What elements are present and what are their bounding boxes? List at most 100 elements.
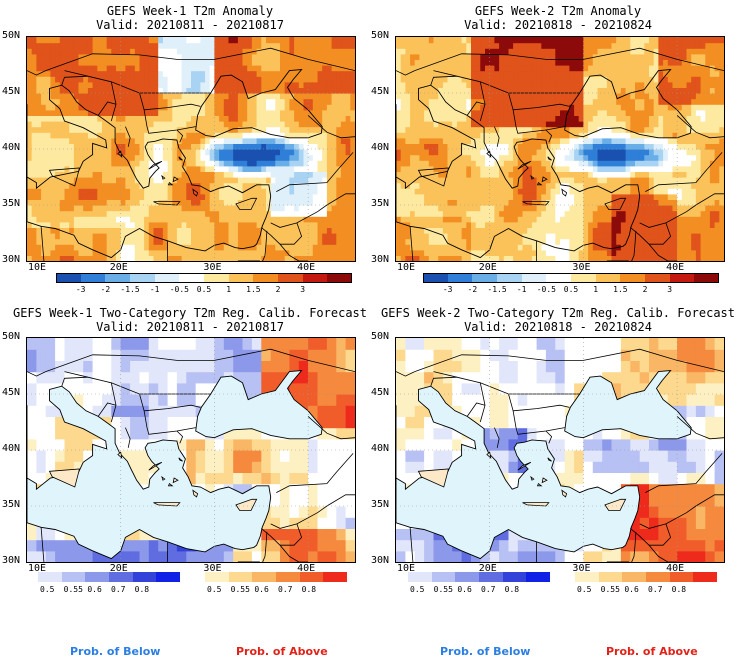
probability-field (27, 338, 355, 562)
island (530, 174, 535, 180)
island (604, 197, 627, 210)
island (235, 498, 258, 511)
island (192, 489, 199, 498)
island (167, 482, 174, 487)
colorbar-swatch (179, 273, 205, 283)
island (486, 451, 492, 459)
colorbar-swatch (204, 273, 230, 283)
country-border (545, 129, 553, 143)
longitude-label: 30E (203, 262, 222, 273)
longitude-label: 40E (666, 563, 685, 574)
island (517, 160, 532, 170)
country-border (414, 47, 724, 71)
colorbar-label: 2 (642, 285, 648, 294)
latitude-label: 30N (2, 555, 21, 566)
colorbar-label: 0.6 (624, 585, 639, 594)
island (517, 461, 532, 471)
longitude-label: 20E (109, 262, 128, 273)
country-border (396, 70, 415, 76)
colorbar-label: 1 (593, 285, 599, 294)
country-border (125, 126, 131, 147)
colorbar-swatch (694, 273, 720, 283)
longitude-label: 30E (203, 563, 222, 574)
island (117, 451, 123, 459)
country-border (40, 527, 45, 562)
colorbar-label: -0.5 (169, 285, 189, 294)
island (172, 176, 179, 183)
prob-above-label-week1: Prob. of Above (236, 645, 328, 658)
latitude-label: 40N (371, 142, 390, 153)
country-border (409, 527, 414, 562)
country-border (262, 230, 268, 261)
week2-probability-map (395, 337, 725, 563)
country-border (494, 427, 500, 448)
island (522, 502, 550, 507)
colorbar-swatch (228, 572, 253, 582)
prob-below-label-week2: Prob. of Below (440, 645, 531, 658)
country-border (433, 371, 580, 395)
colorbar-swatch (299, 572, 324, 582)
island (417, 167, 450, 187)
sea-area (195, 370, 323, 439)
island (541, 176, 548, 183)
country-border (261, 227, 309, 261)
country-border (45, 348, 355, 372)
country-border (645, 152, 723, 192)
country-border (307, 416, 355, 440)
latitude-label: 45N (371, 387, 390, 398)
coastline (564, 68, 692, 139)
country-border (631, 230, 637, 261)
colorbar-swatch (408, 572, 433, 582)
colorbar-label: 3 (667, 285, 673, 294)
country-border (649, 222, 672, 245)
island (547, 156, 552, 161)
longitude-label: 40E (297, 563, 316, 574)
field-cells (27, 37, 355, 261)
island (541, 477, 548, 484)
colorbar-swatch (571, 273, 597, 283)
week2-anomaly-map (395, 36, 725, 262)
island (172, 477, 179, 484)
island (48, 468, 81, 488)
colorbar-label: -0.5 (536, 285, 556, 294)
country-border (630, 227, 678, 261)
country-border (97, 402, 117, 417)
longitude-label: 20E (478, 563, 497, 574)
latitude-label: 30N (2, 254, 21, 265)
country-border (396, 371, 415, 377)
colorbar-swatch (598, 572, 623, 582)
island (153, 201, 181, 206)
latitude-label: 50N (2, 30, 21, 41)
latitude-label: 35N (2, 198, 21, 209)
prob-above-colorbar-week2: 0.5 0.55 0.6 0.7 0.8 (575, 572, 718, 594)
prob-above-label-week2: Prob. of Above (606, 645, 698, 658)
colorbar-swatch (105, 273, 131, 283)
colorbar-swatch (61, 572, 86, 582)
sea-area (27, 386, 271, 559)
longitude-label: 10E (397, 563, 416, 574)
colorbar-swatch (323, 572, 348, 582)
colorbar-swatch (80, 273, 106, 283)
latitude-label: 40N (2, 443, 21, 454)
colorbar-label: -1.5 (487, 285, 507, 294)
island (148, 461, 163, 471)
colorbar-label: 2 (275, 285, 281, 294)
latitude-label: 30N (371, 555, 390, 566)
latitude-label: 50N (371, 331, 390, 342)
country-border (261, 528, 309, 562)
island (536, 181, 543, 186)
latitude-label: 40N (371, 443, 390, 454)
colorbar-swatch (455, 572, 480, 582)
colorbar-swatch (228, 273, 254, 283)
longitude-label: 10E (28, 563, 47, 574)
colorbar-label: -2 (467, 285, 478, 294)
panel1-title: GEFS Week-1 T2m Anomaly Valid: 20210811 -… (96, 4, 284, 32)
panel2-title: GEFS Week-2 T2m Anomaly Valid: 20210818 -… (464, 4, 652, 32)
country-border (176, 129, 184, 143)
country-border (45, 47, 355, 71)
colorbar-label: 0.7 (278, 585, 293, 594)
longitude-label: 10E (28, 262, 47, 273)
country-border (479, 382, 486, 423)
country-border (64, 70, 211, 94)
colorbar-label: 0.7 (111, 585, 126, 594)
